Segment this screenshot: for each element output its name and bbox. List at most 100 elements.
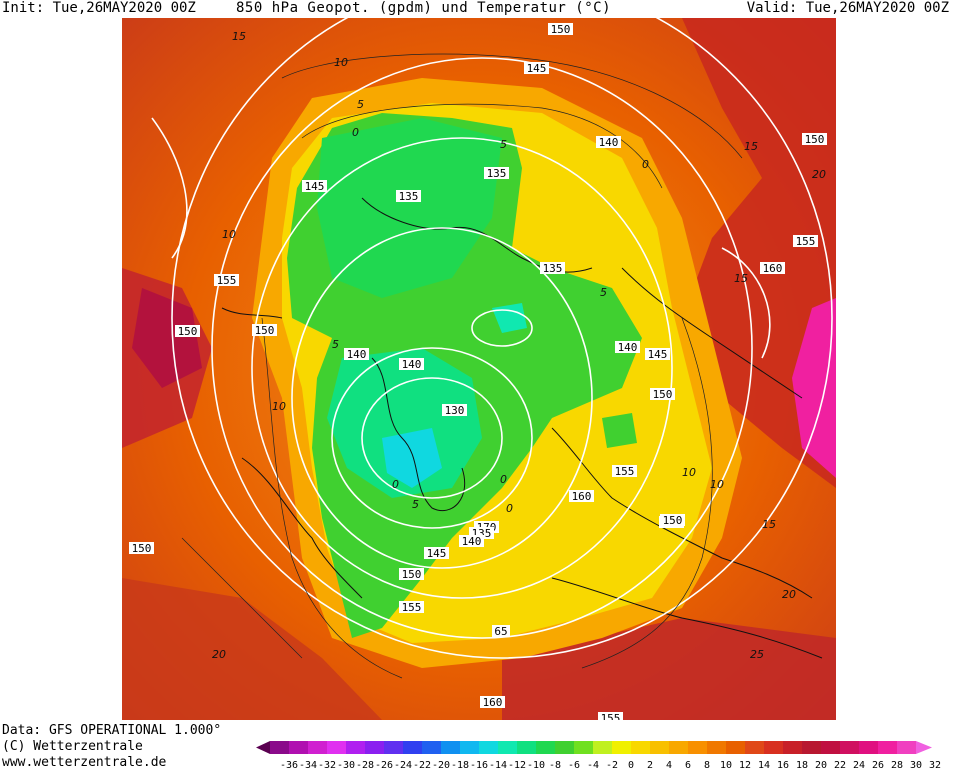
geopotential-label: 155 bbox=[615, 465, 635, 478]
temperature-contour-label: 10 bbox=[710, 478, 724, 491]
temperature-contour-label: 0 bbox=[392, 478, 399, 491]
warm-region-southwest bbox=[122, 578, 382, 720]
colorbar-tick-label: 32 bbox=[929, 760, 941, 770]
temperature-contour-label: 10 bbox=[682, 466, 696, 479]
geopotential-label: 135 bbox=[399, 190, 419, 203]
colorbar-swatch bbox=[650, 741, 669, 754]
colorbar-tick-label: 4 bbox=[666, 760, 672, 770]
temperature-contour-label: 0 bbox=[500, 473, 507, 486]
colorbar-tick-label: -16 bbox=[470, 760, 488, 770]
geopotential-label: 150 bbox=[653, 388, 673, 401]
colorbar-swatch bbox=[289, 741, 308, 754]
geopotential-label: 140 bbox=[347, 348, 367, 361]
geopotential-label: 150 bbox=[551, 23, 571, 36]
geopotential-label: 145 bbox=[648, 348, 668, 361]
temperature-colorbar: -36 -34 -32 -30 -28 -26 -24 -22 -20 -18 -16 -14 -12-… bbox=[256, 741, 941, 770]
colorbar-tick-label: -20 bbox=[432, 760, 450, 770]
temperature-contour-label: 10 bbox=[272, 400, 286, 413]
colorbar-tick-label: 8 bbox=[704, 760, 710, 770]
colorbar-swatch bbox=[631, 741, 650, 754]
geopotential-label: 140 bbox=[462, 535, 482, 548]
temperature-contour-label: 0 bbox=[642, 158, 649, 171]
geopotential-label: 140 bbox=[618, 341, 638, 354]
colorbar-tick-label: 2 bbox=[647, 760, 653, 770]
geopotential-label: 135 bbox=[487, 167, 507, 180]
colorbar-swatch bbox=[270, 741, 289, 754]
cold-spot-east bbox=[602, 413, 637, 448]
geopotential-label: 155 bbox=[402, 601, 422, 614]
geopotential-label: 150 bbox=[255, 324, 275, 337]
colorbar-swatch bbox=[555, 741, 574, 754]
colorbar-tick-label: -18 bbox=[451, 760, 469, 770]
temperature-contour-label: 20 bbox=[212, 648, 226, 661]
temperature-contour-label: 5 bbox=[500, 138, 507, 151]
colorbar-tick-label: 16 bbox=[777, 760, 789, 770]
geopotential-label: 145 bbox=[527, 62, 547, 75]
colorbar-swatch bbox=[821, 741, 840, 754]
colorbar-tick-label: 0 bbox=[628, 760, 634, 770]
colorbar-tick-label: -28 bbox=[356, 760, 374, 770]
geopotential-label: 140 bbox=[599, 136, 619, 149]
colorbar-swatch bbox=[764, 741, 783, 754]
geopotential-label: 150 bbox=[178, 325, 198, 338]
colorbar-swatch bbox=[517, 741, 536, 754]
init-time-label: Init: Tue,26MAY2020 00Z bbox=[2, 0, 196, 16]
colorbar-tick-label: -32 bbox=[318, 760, 336, 770]
geopotential-label: 155 bbox=[217, 274, 237, 287]
colorbar-swatch bbox=[346, 741, 365, 754]
geopotential-label: 160 bbox=[763, 262, 783, 275]
colorbar-high-arrow bbox=[916, 741, 932, 754]
temperature-contour-label: 10 bbox=[334, 56, 348, 69]
coldest-region bbox=[382, 428, 442, 488]
colorbar-swatch bbox=[745, 741, 764, 754]
colorbar-swatch bbox=[422, 741, 441, 754]
temperature-contour-label: 10 bbox=[222, 228, 236, 241]
colorbar-low-arrow bbox=[256, 741, 270, 754]
colorbar-swatch bbox=[878, 741, 897, 754]
temperature-contour-label: 15 bbox=[232, 30, 246, 43]
colorbar-swatch bbox=[612, 741, 631, 754]
colorbar-tick-label: -36 bbox=[280, 760, 298, 770]
colorbar-tick-label: 30 bbox=[910, 760, 922, 770]
geopotential-label: 155 bbox=[796, 235, 816, 248]
website-label: www.wetterzentrale.de bbox=[2, 755, 167, 770]
temperature-contour-label: 25 bbox=[750, 648, 764, 661]
colorbar-swatch bbox=[384, 741, 403, 754]
colorbar-tick-label: -34 bbox=[299, 760, 317, 770]
geopotential-label: 145 bbox=[305, 180, 325, 193]
geopotential-label: 160 bbox=[483, 696, 503, 709]
temperature-contour-label: 5 bbox=[600, 286, 607, 299]
temperature-contour-label: 15 bbox=[734, 272, 748, 285]
colorbar-swatch bbox=[498, 741, 517, 754]
data-source-label: Data: GFS OPERATIONAL 1.000° bbox=[2, 723, 222, 738]
colorbar-swatch bbox=[536, 741, 555, 754]
colorbar-tick-label: 18 bbox=[796, 760, 808, 770]
geopotential-label: 130 bbox=[445, 404, 465, 417]
geopotential-label: 155 bbox=[601, 712, 621, 720]
geopotential-label: 150 bbox=[805, 133, 825, 146]
cold-region-greenland bbox=[327, 348, 482, 498]
temperature-contour-label: 5 bbox=[412, 498, 419, 511]
colorbar-swatch bbox=[726, 741, 745, 754]
copyright-label: (C) Wetterzentrale bbox=[2, 739, 143, 754]
colorbar-swatch bbox=[593, 741, 612, 754]
temperature-contours bbox=[181, 53, 743, 679]
colorbar-tick-label: -8 bbox=[549, 760, 561, 770]
colorbar-tick-label: 12 bbox=[739, 760, 751, 770]
colorbar-tick-label: -10 bbox=[527, 760, 545, 770]
temperature-contour-label: 15 bbox=[762, 518, 776, 531]
colorbar-swatch bbox=[308, 741, 327, 754]
valid-time-label: Valid: Tue,26MAY2020 00Z bbox=[746, 0, 949, 16]
colorbar-tick-label: -14 bbox=[489, 760, 507, 770]
colorbar-tick-label: 22 bbox=[834, 760, 846, 770]
colorbar-tick-label: -26 bbox=[375, 760, 393, 770]
colorbar-tick-label: 14 bbox=[758, 760, 770, 770]
colorbar-swatch bbox=[479, 741, 498, 754]
colorbar-swatch bbox=[327, 741, 346, 754]
colorbar-ticks: -36 -34 -32 -30 -28 -26 -24 -22 -20 -18 -16 -14 -12-… bbox=[280, 760, 941, 770]
colorbar-tick-label: -12 bbox=[508, 760, 526, 770]
colorbar-swatch bbox=[574, 741, 593, 754]
warm-region-south bbox=[502, 618, 836, 720]
colorbar-swatch bbox=[897, 741, 916, 754]
